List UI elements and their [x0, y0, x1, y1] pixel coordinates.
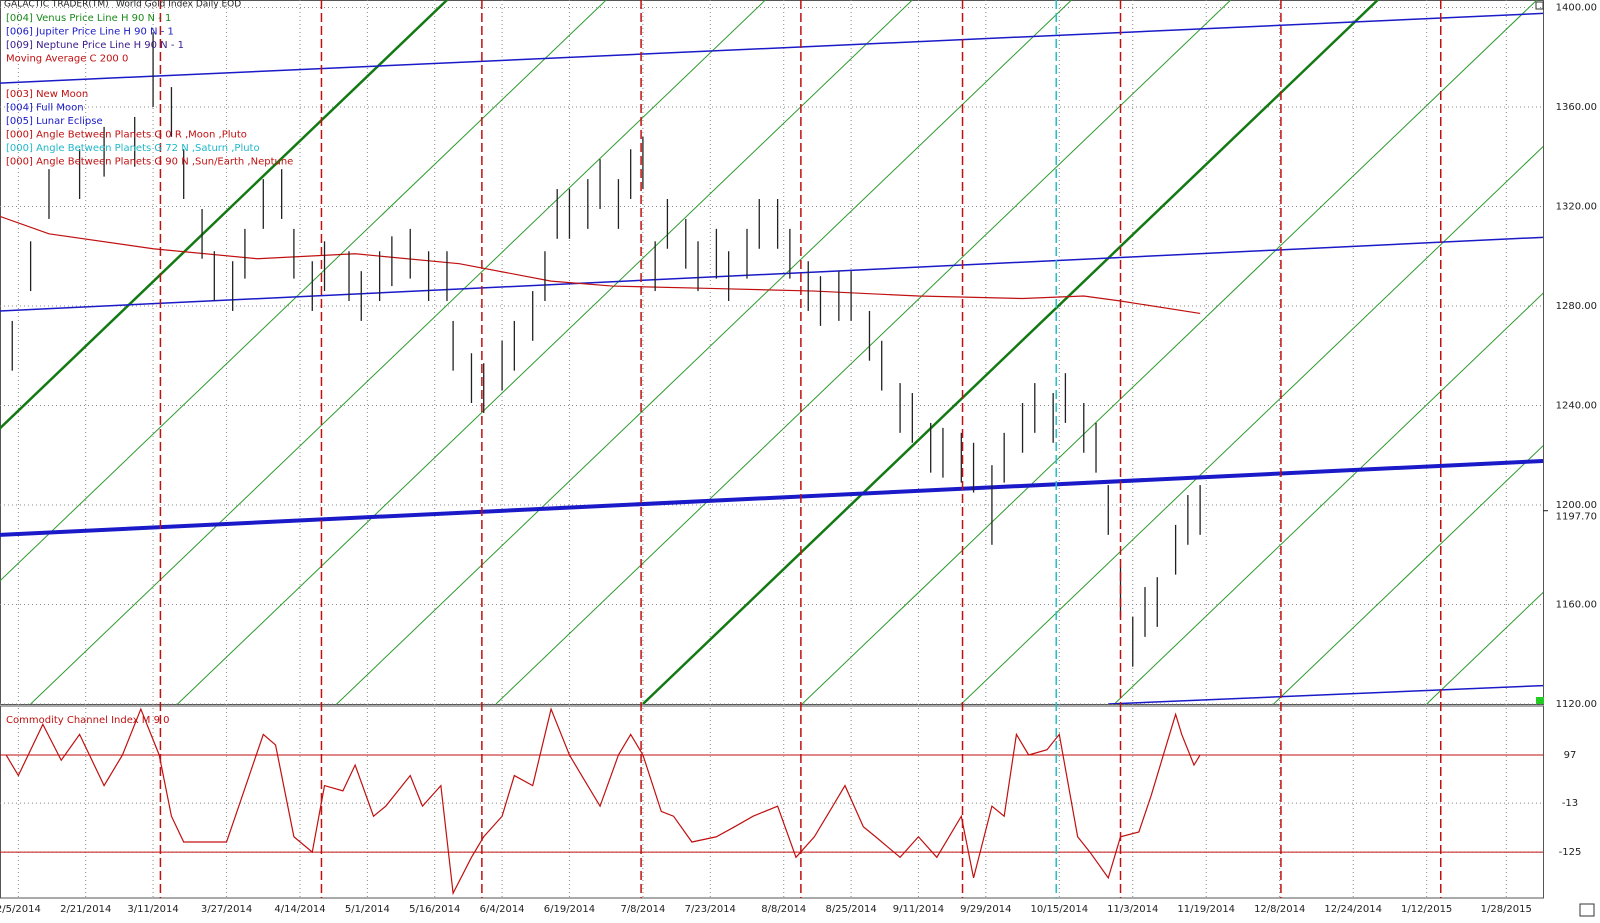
x-tick-label: 11/19/2014	[1177, 904, 1235, 915]
y-tick-label: 1240.00	[1556, 400, 1597, 411]
venus-line	[0, 0, 448, 430]
price-line	[1108, 684, 1543, 704]
y-tick-label: 1160.00	[1556, 599, 1597, 610]
instrument-title: World Gold Index Daily EOD	[116, 0, 241, 10]
venus-line	[801, 0, 1538, 704]
venus-line	[0, 0, 607, 582]
legend-entry: [000] Angle Between Planets G 72 N ,Satu…	[6, 143, 260, 154]
x-tick-label: 5/16/2014	[409, 904, 460, 915]
x-tick-label: 4/14/2014	[274, 904, 325, 915]
x-tick-label: 3/11/2014	[127, 904, 178, 915]
x-tick-label: 2/21/2014	[60, 904, 111, 915]
x-tick-label: 1/28/2015	[1481, 904, 1532, 915]
x-tick-label: 2/5/2014	[0, 904, 41, 915]
y-tick-label: 1280.00	[1556, 301, 1597, 312]
x-tick-label: 6/19/2014	[544, 904, 595, 915]
x-tick-label: 12/24/2014	[1324, 904, 1382, 915]
x-tick-label: 1/12/2015	[1401, 904, 1452, 915]
y-tick-label: 1120.00	[1556, 699, 1597, 710]
x-tick-label: 9/11/2014	[893, 904, 944, 915]
venus-line	[1273, 445, 1543, 704]
x-tick-label: 6/4/2014	[480, 904, 525, 915]
y-tick-label: 1360.00	[1556, 102, 1597, 113]
legend-entry: [005] Lunar Eclipse	[6, 116, 103, 127]
legend-entry: [006] Jupiter Price Line H 90 N - 1	[6, 27, 174, 38]
cci-title: Commodity Channel Index M 9 0	[6, 715, 170, 726]
y-tick-label: 97	[1564, 750, 1577, 761]
x-tick-label: 12/8/2014	[1254, 904, 1305, 915]
y-tick-label: -125	[1559, 847, 1582, 858]
x-tick-label: 7/23/2014	[685, 904, 736, 915]
y-tick-label: 1400.00	[1556, 2, 1597, 13]
legend-entry: [004] Full Moon	[6, 103, 84, 114]
x-tick-label: 7/8/2014	[620, 904, 665, 915]
x-tick-label: 8/25/2014	[825, 904, 876, 915]
legend-entry: [000] Angle Between Planets G 90 N ,Sun/…	[6, 157, 293, 168]
cci-panel-frame	[0, 705, 1544, 899]
x-tick-label: 8/8/2014	[761, 904, 806, 915]
y-tick-label: 1320.00	[1556, 201, 1597, 212]
venus-line	[960, 145, 1543, 704]
cci-plot	[0, 707, 1543, 896]
price-marker	[1536, 697, 1544, 704]
legend-entry: [009] Neptune Price Line H 90 N - 1	[6, 40, 184, 51]
price-line	[0, 12, 1543, 84]
x-tick-label: 9/29/2014	[960, 904, 1011, 915]
corner-button[interactable]	[1579, 903, 1595, 917]
venus-line	[30, 0, 766, 704]
price-line	[0, 236, 1543, 312]
x-tick-label: 10/15/2014	[1030, 904, 1088, 915]
legend-entry: Moving Average C 200 0	[6, 54, 128, 65]
x-tick-label: 3/27/2014	[201, 904, 252, 915]
venus-line	[1114, 292, 1543, 704]
app-title: GALACTIC TRADER(TM)	[4, 0, 109, 10]
x-tick-label: 5/1/2014	[345, 904, 390, 915]
moving-average	[0, 215, 1201, 315]
last-price-label: 1197.70	[1556, 512, 1597, 523]
y-tick-label: -13	[1562, 798, 1578, 809]
legend-entry: [003] New Moon	[6, 89, 88, 100]
grid	[0, 0, 1543, 898]
event-lines	[159, 0, 1442, 898]
price-line	[0, 458, 1543, 537]
venus-line	[336, 0, 1072, 704]
price-bars	[11, 32, 1201, 667]
venus-line	[642, 0, 1379, 704]
overlays	[0, 0, 1543, 704]
cci-line	[5, 707, 1201, 896]
legend-entry: [000] Angle Between Planets G 0 R ,Moon …	[6, 130, 247, 141]
panel-button[interactable]	[1535, 1, 1544, 10]
y-tick-label: 1200.00	[1556, 500, 1597, 511]
legend-entry: [004] Venus Price Line H 90 N - 1	[6, 13, 171, 24]
venus-line	[177, 0, 913, 704]
x-tick-label: 11/3/2014	[1107, 904, 1158, 915]
venus-line	[495, 0, 1232, 704]
